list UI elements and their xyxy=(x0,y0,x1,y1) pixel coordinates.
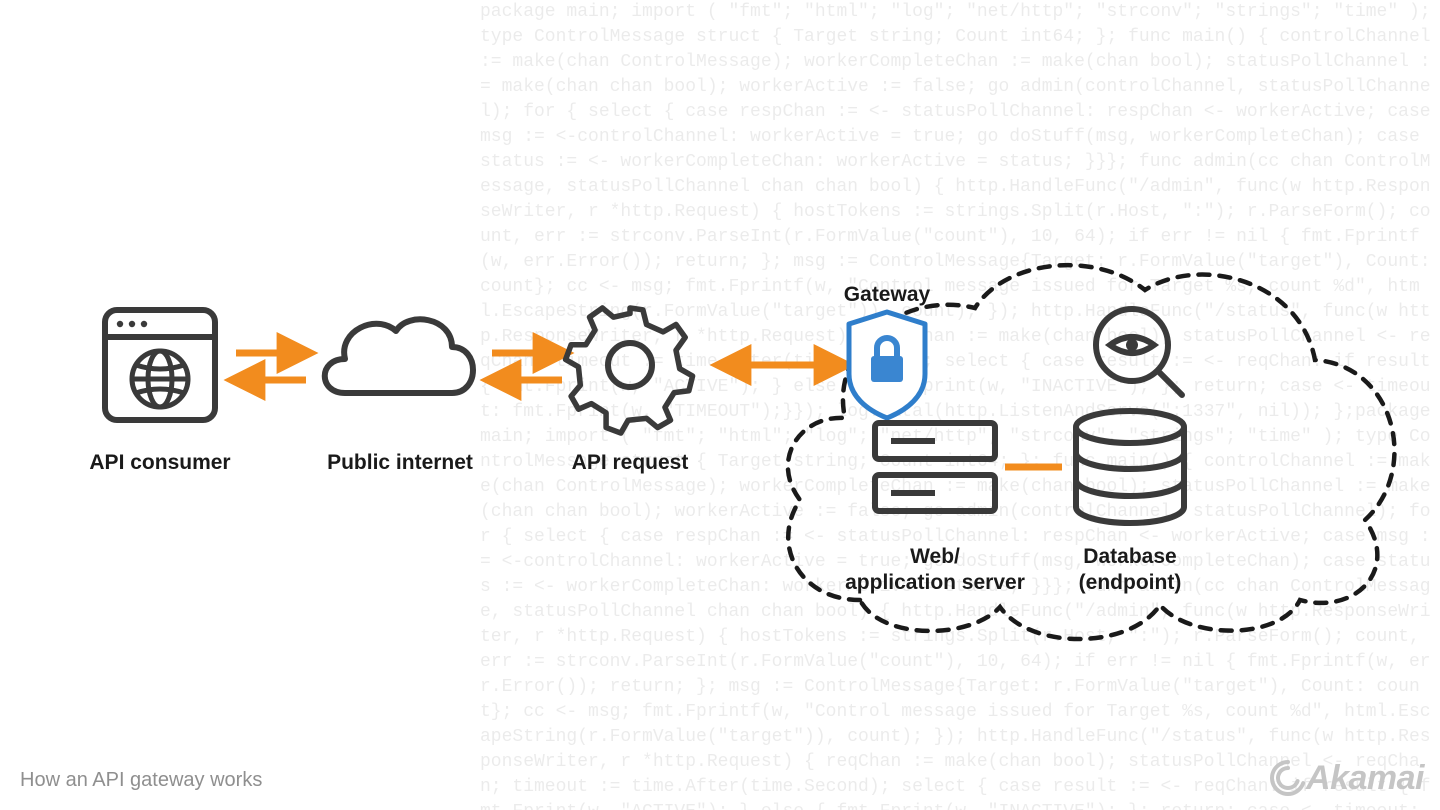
server-icon xyxy=(875,423,995,511)
label-database: Database(endpoint) xyxy=(1079,544,1182,597)
label-internet: Public internet xyxy=(327,450,473,476)
label-request: API request xyxy=(572,450,689,476)
label-server: Web/application server xyxy=(845,544,1025,597)
figure-caption: How an API gateway works xyxy=(20,769,262,792)
diagram-stage xyxy=(0,0,1440,810)
label-gateway: Gateway xyxy=(844,282,930,308)
gateway-icon xyxy=(849,312,925,418)
brand-text: Akamai xyxy=(1306,759,1424,798)
api-consumer-icon xyxy=(105,310,215,420)
database-icon xyxy=(1076,411,1184,523)
api-request-icon xyxy=(566,308,693,433)
brand-logo: Akamai xyxy=(1268,758,1424,798)
public-internet-icon xyxy=(325,319,473,393)
label-consumer: API consumer xyxy=(89,450,230,476)
monitor-icon xyxy=(1096,309,1182,395)
